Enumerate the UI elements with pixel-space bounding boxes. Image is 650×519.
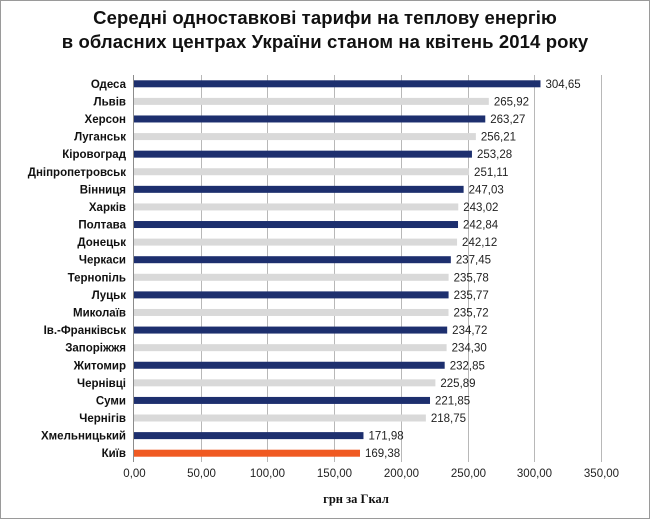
- y-category-label: Ів.-Франківськ: [44, 325, 127, 337]
- x-tick-label: 0,00: [123, 468, 145, 480]
- x-tick-label: 200,00: [384, 468, 419, 480]
- bar-value-label: 263,27: [490, 114, 525, 126]
- bar-value-label: 265,92: [494, 96, 529, 108]
- y-category-label: Дніпропетровськ: [28, 167, 126, 179]
- bar: [134, 449, 361, 457]
- x-tick-label: 250,00: [451, 468, 486, 480]
- y-category-label: Чернівці: [77, 378, 126, 390]
- bar: [134, 308, 449, 316]
- bar: [134, 432, 364, 440]
- y-category-label: Тернопіль: [68, 272, 126, 284]
- bar-value-label: 235,77: [454, 290, 489, 302]
- chart-title-line-1: Середні одноставкові тарифи на теплову е…: [93, 7, 557, 28]
- bar-value-label: 235,78: [454, 272, 489, 284]
- bar: [134, 396, 431, 404]
- bar: [134, 344, 447, 352]
- y-category-label: Донецьк: [77, 237, 126, 249]
- x-axis-label: грн за Гкал: [323, 492, 389, 506]
- bar-value-label: 242,84: [463, 220, 499, 232]
- y-category-label: Запоріжжя: [65, 343, 126, 355]
- y-category-label: Херсон: [85, 114, 127, 126]
- y-category-label: Одеса: [91, 79, 127, 91]
- bar-value-label: 253,28: [477, 149, 512, 161]
- bar-value-label: 169,38: [365, 448, 400, 460]
- y-category-label: Миколаїв: [73, 307, 126, 319]
- bar-value-label: 242,12: [462, 237, 497, 249]
- bar-value-label: 171,98: [368, 431, 403, 443]
- bar: [134, 414, 426, 422]
- bar-value-label: 221,85: [435, 395, 470, 407]
- y-category-label: Житомир: [73, 360, 126, 372]
- y-category-label: Харків: [89, 202, 126, 214]
- bar-value-label: 234,30: [452, 343, 487, 355]
- x-tick-label: 100,00: [250, 468, 285, 480]
- y-category-label: Хмельницький: [41, 431, 126, 443]
- bar-value-label: 237,45: [456, 255, 491, 267]
- x-tick-label: 150,00: [317, 468, 352, 480]
- bar-value-label: 218,75: [431, 413, 466, 425]
- bar: [134, 203, 459, 211]
- y-category-label: Луцьк: [92, 290, 127, 302]
- y-category-label: Суми: [96, 395, 126, 407]
- y-category-label: Чернігів: [79, 413, 126, 425]
- bar: [134, 379, 436, 387]
- bar-value-label: 225,89: [440, 378, 475, 390]
- bar-value-label: 304,65: [545, 79, 580, 91]
- bar: [134, 291, 449, 299]
- bar: [134, 97, 489, 105]
- chart-title: Середні одноставкові тарифи на теплову е…: [0, 6, 650, 54]
- bar-value-label: 235,72: [454, 307, 489, 319]
- bar: [134, 221, 459, 229]
- chart-title-line-2: в обласних центрах України станом на кві…: [61, 31, 589, 52]
- bar-value-label: 243,02: [463, 202, 498, 214]
- bar: [134, 238, 458, 246]
- bar: [134, 256, 451, 264]
- bar: [134, 133, 476, 141]
- bar: [134, 150, 472, 158]
- x-tick-label: 50,00: [187, 468, 216, 480]
- bar: [134, 185, 464, 193]
- bar-value-label: 247,03: [469, 184, 504, 196]
- y-category-label: Львів: [94, 96, 126, 108]
- x-tick-label: 300,00: [517, 468, 552, 480]
- bar: [134, 115, 486, 123]
- y-category-label: Луганськ: [74, 132, 126, 144]
- y-category-label: Київ: [102, 448, 126, 460]
- bar-value-label: 234,72: [452, 325, 487, 337]
- bar: [134, 361, 445, 369]
- bar: [134, 80, 541, 88]
- y-category-label: Черкаси: [79, 255, 126, 267]
- bar-value-label: 256,21: [481, 132, 516, 144]
- bar: [134, 326, 448, 334]
- y-category-label: Полтава: [78, 220, 126, 232]
- y-category-label: Вінниця: [80, 184, 126, 196]
- bar-value-label: 232,85: [450, 360, 485, 372]
- bar: [134, 273, 449, 281]
- bar-value-label: 251,11: [474, 167, 508, 179]
- y-category-label: Кіровоград: [62, 149, 126, 161]
- bar: [134, 168, 470, 176]
- x-tick-label: 350,00: [584, 468, 619, 480]
